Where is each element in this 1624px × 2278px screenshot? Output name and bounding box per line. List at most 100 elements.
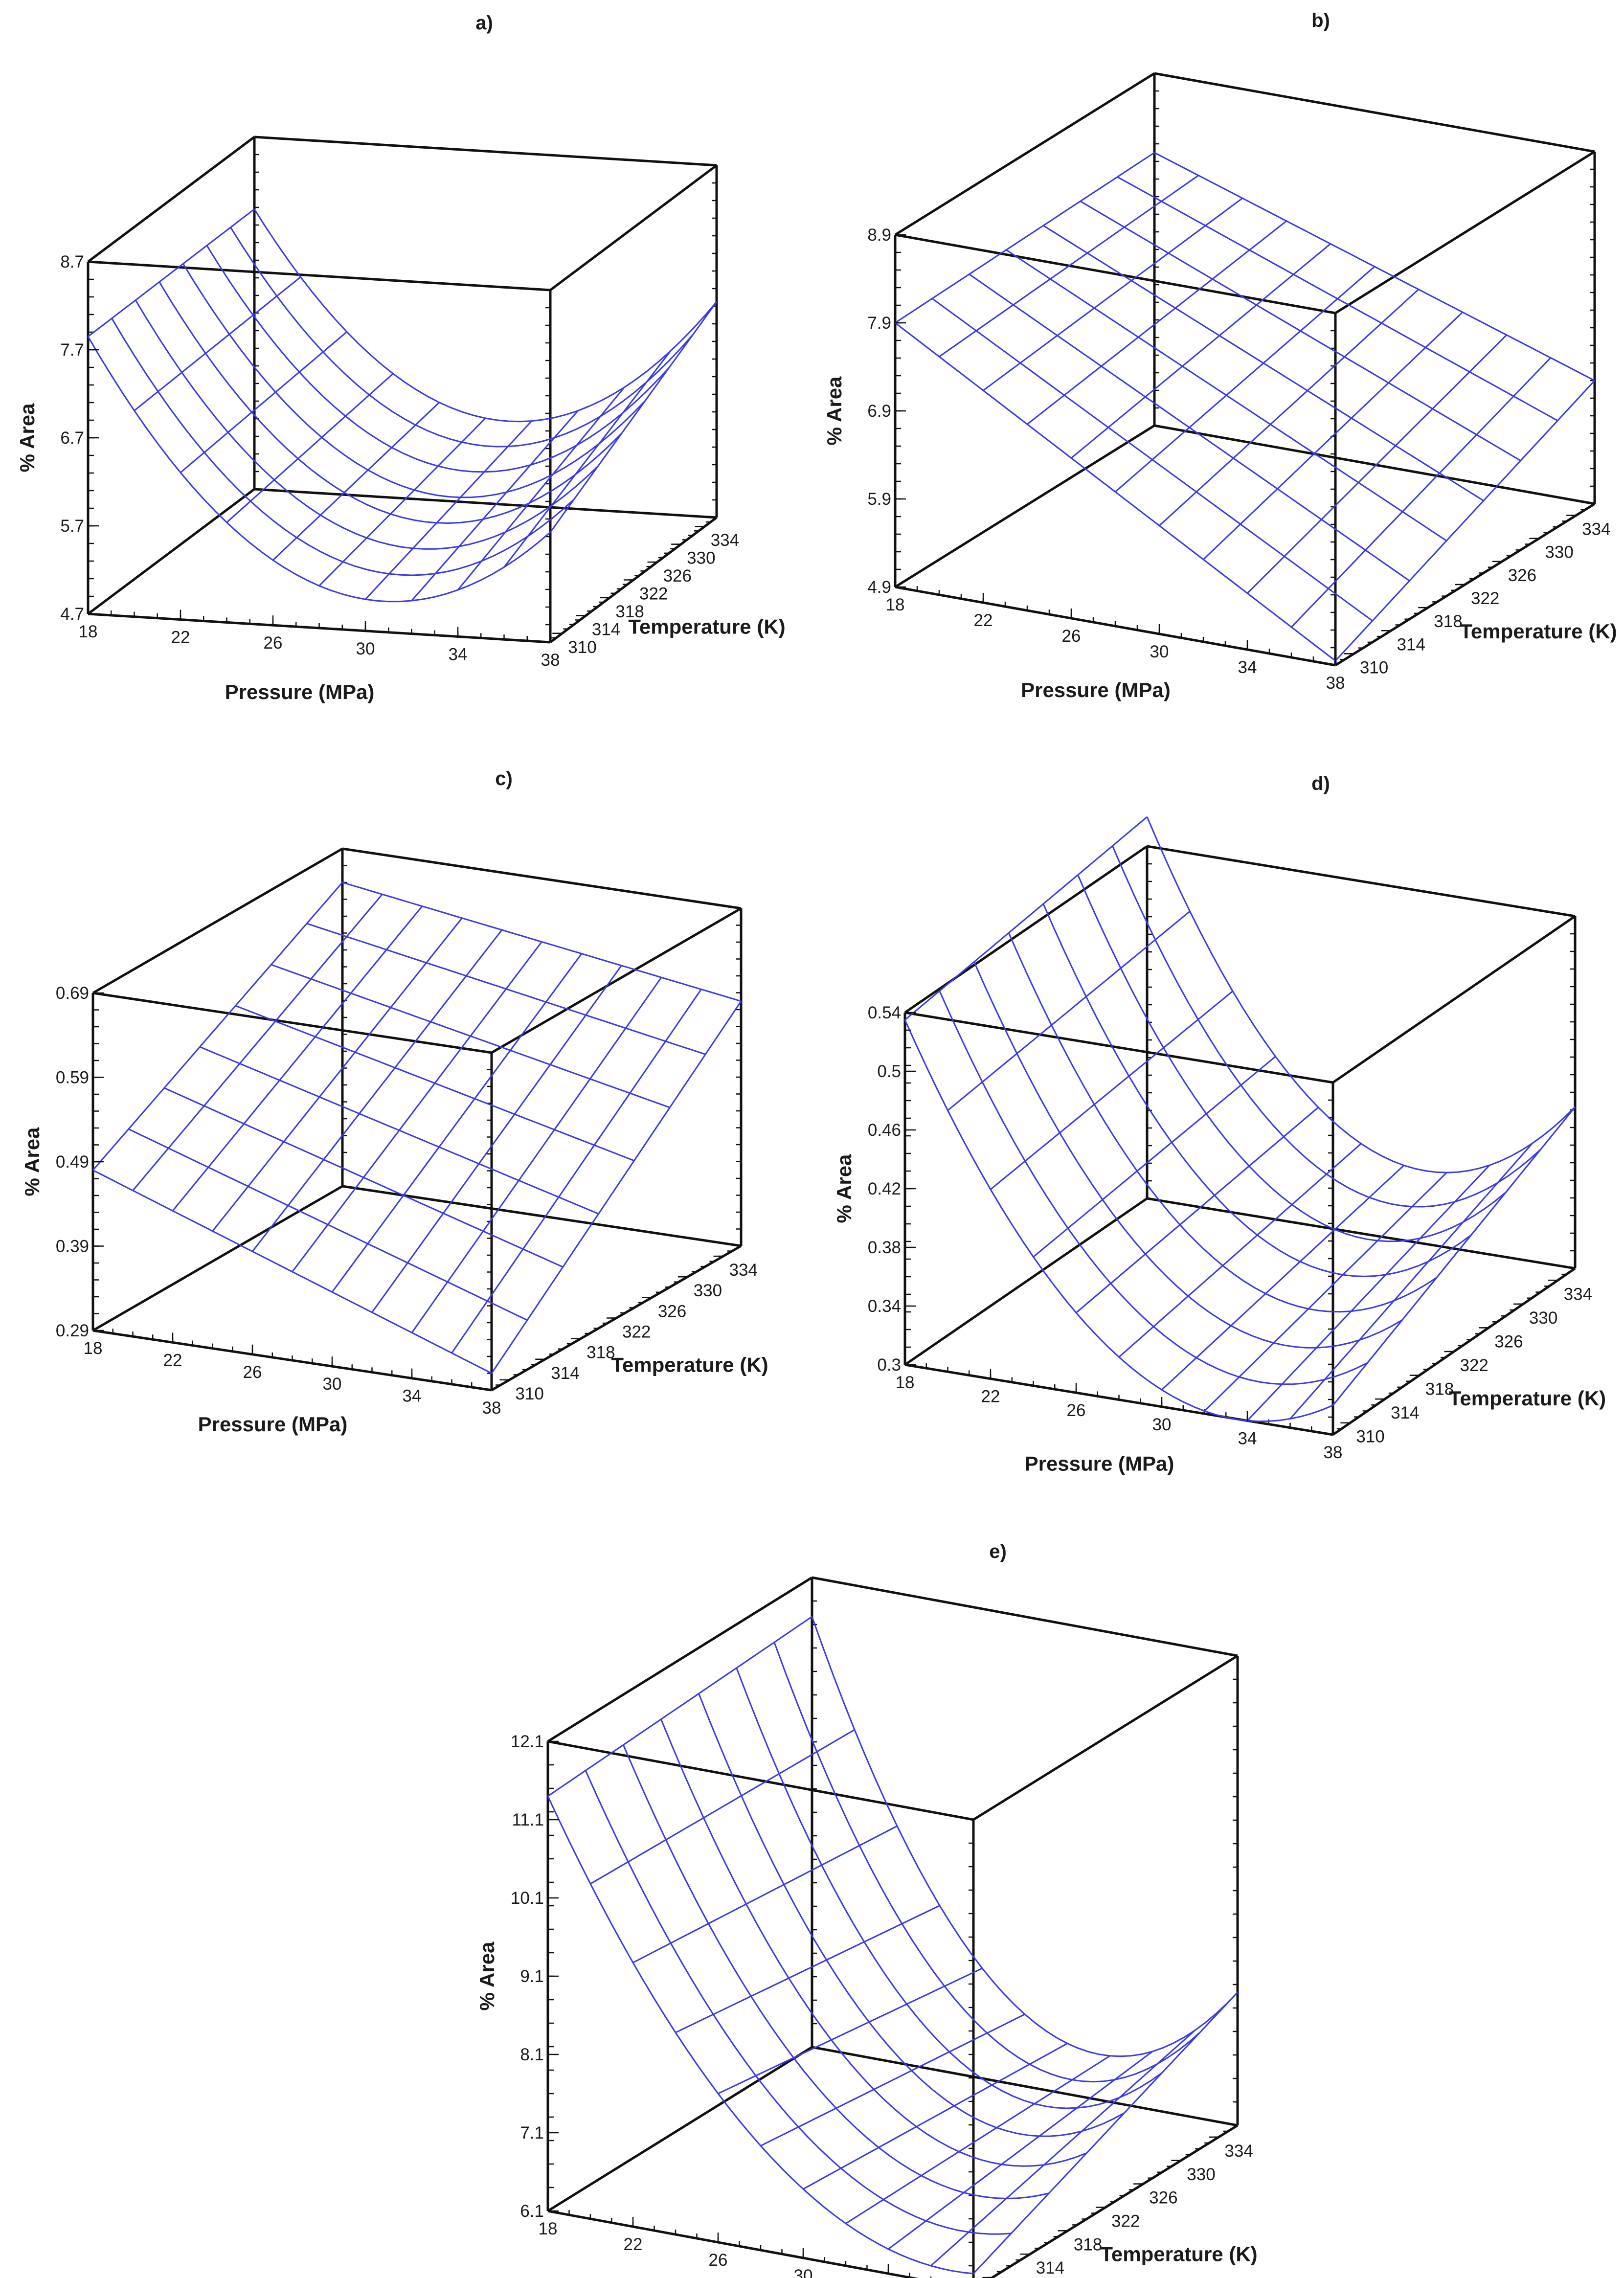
box-edge [1332,915,1576,1084]
y-axis-title: Temperature (K) [1100,2243,1257,2266]
surface-mesh [92,881,742,1374]
z-axis-title: % Area [823,376,846,445]
surface-mesh [87,208,718,603]
box-edge [904,1011,1333,1084]
z-tick-label: 0.59 [56,1068,89,1087]
z-tick-label: 0.49 [56,1152,89,1172]
surface-panel-e: e)6.17.18.19.110.111.112.118222630343831… [475,1541,1258,2278]
box-edge [904,845,1148,1014]
z-axis-title: % Area [21,1127,44,1196]
mesh-line-pressure [1246,1165,1490,1421]
z-tick-label: 0.34 [868,1297,901,1316]
surface-panel-d: d) 0.3 0.34 0.38 0.42 0.46 0.5 0.54 18 22 26 30 34 38… [833,773,1606,1475]
x-tick-label: 30 [1150,642,1169,661]
mesh-line-temperature [1146,816,1576,1173]
z-tick-label: 0.5 [877,1062,901,1081]
mesh-line-pressure [895,152,1155,324]
surface-panel-c: c) 0.29 0.39 0.49 0.59 0.69 18 22 26 30 34 38 310 314… [21,768,768,1436]
mesh-line-pressure [457,387,625,591]
box-edge [894,72,1155,236]
mesh-line-pressure [212,917,463,1232]
y-tick-label: 330 [1545,543,1573,562]
y-tick-label: 322 [1111,2212,1140,2231]
mesh-line-pressure [939,175,1199,358]
x-tick-label: 30 [356,639,375,658]
mesh-line-pressure [590,1729,855,1885]
mesh-line-pressure [760,2013,1025,2147]
mesh-line-pressure [272,402,440,561]
surface-mesh [547,1616,1239,2275]
y-axis-title: Temperature (K) [1460,620,1617,643]
z-tick-label: 9.1 [520,1967,544,1986]
surface-panel-b: b) 4.9 5.9 6.9 7.9 8.9 18 22 26 30 34 38 310 314 318 32… [823,10,1617,701]
box-edge [87,488,255,615]
y-tick-label: 314 [551,1364,579,1383]
z-axis-title: % Area [833,1154,856,1223]
mesh-line-temperature [904,1019,1333,1422]
box-edge [1154,424,1595,505]
box-edge [1147,845,1576,918]
x-tick-label: 38 [541,651,560,670]
y-tick-label: 318 [1434,612,1462,631]
mesh-line-pressure [1027,220,1287,425]
y-tick-label: 314 [1036,2258,1064,2278]
x-tick-label: 34 [449,645,468,664]
mesh-line-pressure [134,276,301,411]
mesh-line-pressure [547,1616,812,1797]
mesh-line-pressure [331,953,583,1293]
z-tick-label: 0.46 [868,1121,901,1140]
y-tick-label: 330 [1529,1308,1557,1328]
mesh-line-temperature [230,227,694,448]
y-tick-label: 326 [663,566,692,586]
z-tick-label: 0.69 [56,984,89,1003]
z-tick-label: 10.1 [511,1889,544,1908]
box-edge [1154,72,1595,153]
x-tick-label: 22 [171,628,190,647]
y-tick-label: 314 [1397,635,1425,654]
panel-label: e) [989,1541,1007,1562]
surface-mesh [895,152,1596,662]
z-tick-label: 11.1 [512,1810,544,1829]
y-tick-label: 314 [592,620,620,639]
z-tick-label: 0.3 [877,1355,901,1375]
z-tick-label: 0.29 [56,1321,89,1340]
y-tick-label: 310 [1356,1427,1384,1446]
mesh-line-pressure [251,929,503,1252]
x-tick-label: 38 [1326,674,1345,693]
mesh-line-pressure [632,1825,898,1963]
y-tick-label: 334 [729,1261,758,1280]
y-tick-label: 330 [694,1281,722,1300]
x-tick-label: 26 [1067,1401,1086,1420]
panel-label: c) [495,768,513,789]
z-tick-label: 0.39 [56,1237,89,1256]
mesh-line-pressure [132,894,383,1191]
y-tick-label: 310 [515,1384,543,1403]
x-tick-label: 22 [624,2235,643,2254]
mesh-line-pressure [1076,1106,1319,1313]
y-tick-label: 322 [1471,589,1499,608]
mesh-line-temperature [585,1770,1012,2235]
box-edge [92,1185,343,1332]
y-tick-label: 326 [658,1302,686,1321]
mesh-line-pressure [318,417,486,586]
panel-label: b) [1311,10,1330,31]
mesh-line-pressure [904,816,1148,1021]
box-edge [895,233,1336,315]
mesh-line-pressure [675,1905,940,2033]
y-tick-label: 314 [1391,1403,1419,1422]
mesh-line-temperature [1077,875,1507,1242]
mesh-line-pressure [503,350,671,568]
z-tick-label: 8.1 [520,2045,544,2064]
box-edge [972,1654,1239,1821]
mesh-line-pressure [172,905,423,1212]
box-edge [88,260,551,292]
y-tick-label: 318 [1425,1380,1454,1399]
mesh-line-temperature [660,1719,1087,2167]
box-edge [547,2046,813,2212]
mesh-line-pressure [1115,266,1375,493]
x-tick-label: 38 [1324,1443,1343,1462]
x-tick-label: 26 [1062,627,1081,646]
x-axis-title: Pressure (MPa) [225,680,375,703]
z-axis-title: % Area [475,1941,498,2010]
x-tick-label: 34 [1238,1429,1257,1448]
